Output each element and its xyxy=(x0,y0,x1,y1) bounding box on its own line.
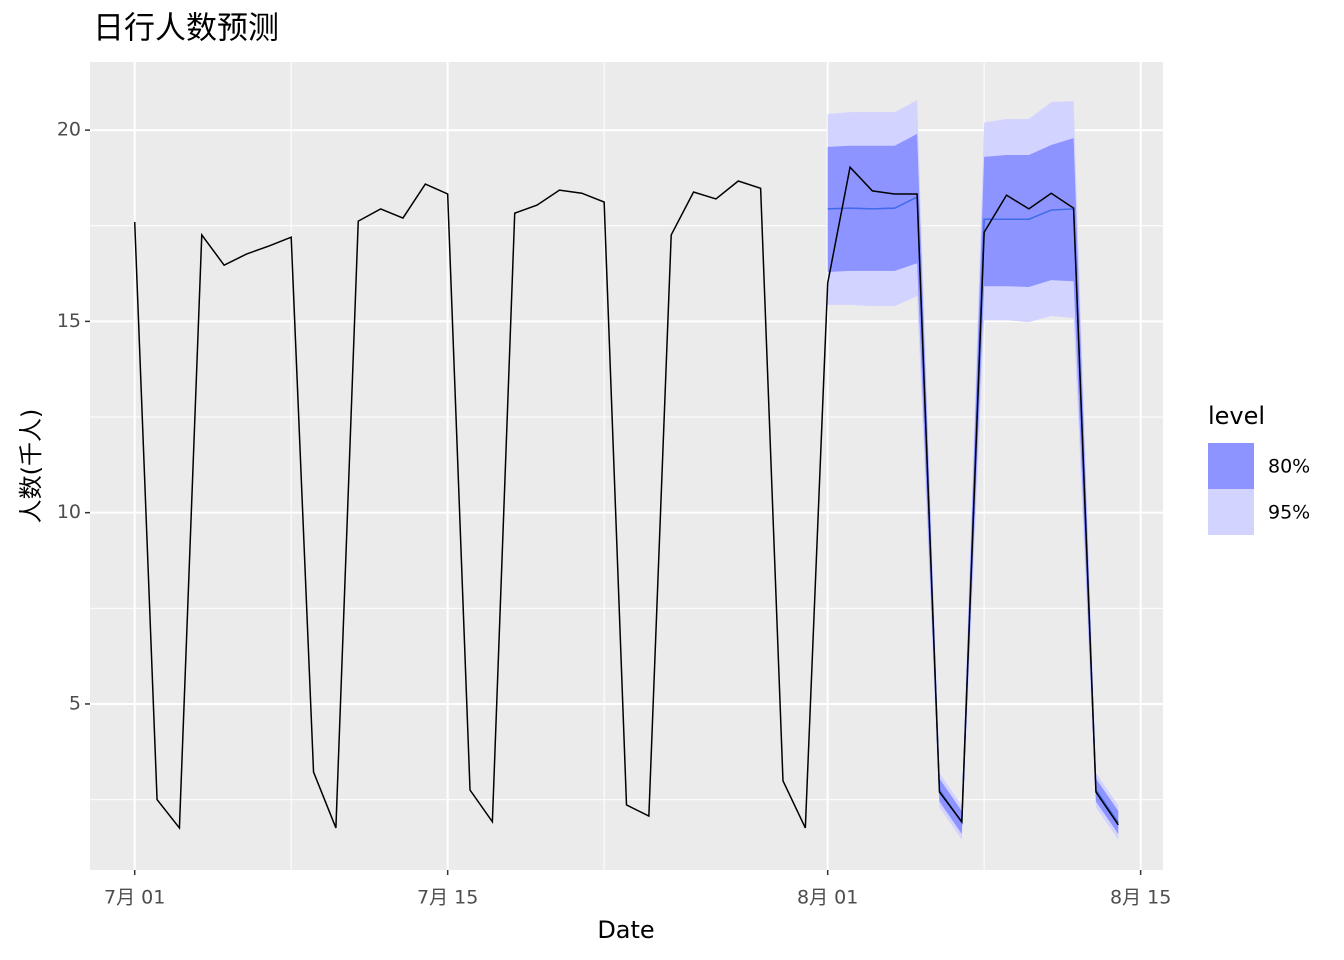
legend-key xyxy=(1208,489,1254,535)
x-tick-label: 7月 01 xyxy=(104,887,165,909)
interval-band xyxy=(827,133,1119,835)
chart-title: 日行人数预测 xyxy=(93,11,279,47)
legend-label: 95% xyxy=(1268,502,1310,524)
y-tick-label: 15 xyxy=(57,310,81,332)
x-tick-label: 8月 01 xyxy=(797,887,858,909)
y-axis-title: 人数(千人) xyxy=(17,409,45,524)
x-tick-label: 7月 15 xyxy=(417,887,478,909)
y-tick-label: 10 xyxy=(57,501,81,523)
legend-key xyxy=(1208,443,1254,489)
plot-area xyxy=(133,100,1119,840)
legend-title: level xyxy=(1208,402,1265,430)
observed-line xyxy=(133,165,1119,830)
x-axis-title: Date xyxy=(597,916,654,944)
y-tick-label: 20 xyxy=(57,119,81,141)
legend-label: 80% xyxy=(1268,456,1310,478)
interval-band xyxy=(827,100,1119,840)
x-tick-label: 8月 15 xyxy=(1110,887,1171,909)
y-tick-label: 5 xyxy=(69,692,81,714)
